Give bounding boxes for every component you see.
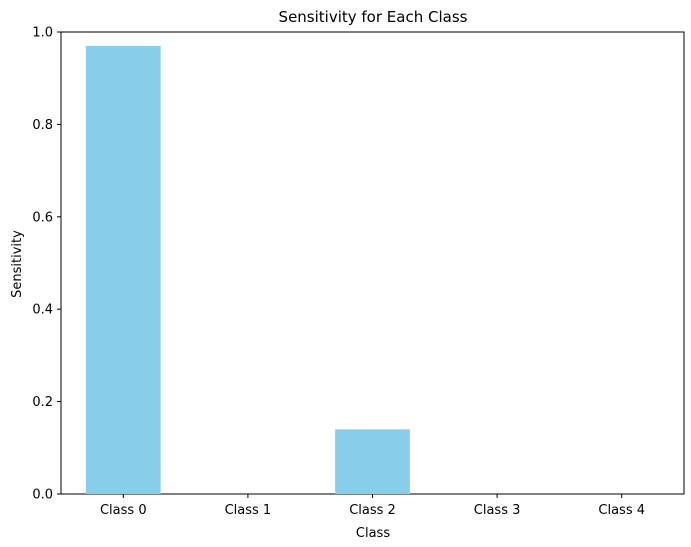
y-tick-label: 0.2 — [32, 395, 53, 410]
bar-class-0 — [85, 45, 161, 495]
x-axis-title: Class — [356, 526, 390, 541]
x-axis: Class 0 Class 1 Class 2 Class 3 Class 4 — [100, 494, 645, 518]
y-tick-label: 1.0 — [32, 26, 53, 41]
y-tick-label: 0.4 — [32, 303, 53, 318]
bar-class-2 — [335, 429, 410, 494]
x-tick-label: Class 2 — [349, 503, 396, 518]
y-tick-label: 0.0 — [32, 488, 53, 503]
x-tick-label: Class 3 — [474, 503, 521, 518]
x-tick-label: Class 1 — [225, 503, 272, 518]
bars-group — [85, 45, 410, 495]
x-tick-label: Class 4 — [598, 503, 645, 518]
y-tick-label: 0.6 — [32, 210, 53, 225]
y-tick-label: 0.8 — [32, 118, 53, 133]
x-tick-label: Class 0 — [100, 503, 147, 518]
chart-title: Sensitivity for Each Class — [279, 8, 468, 26]
y-axis: 0.0 0.2 0.4 0.6 0.8 1.0 — [32, 26, 61, 503]
y-axis-title: Sensitivity — [10, 230, 25, 298]
